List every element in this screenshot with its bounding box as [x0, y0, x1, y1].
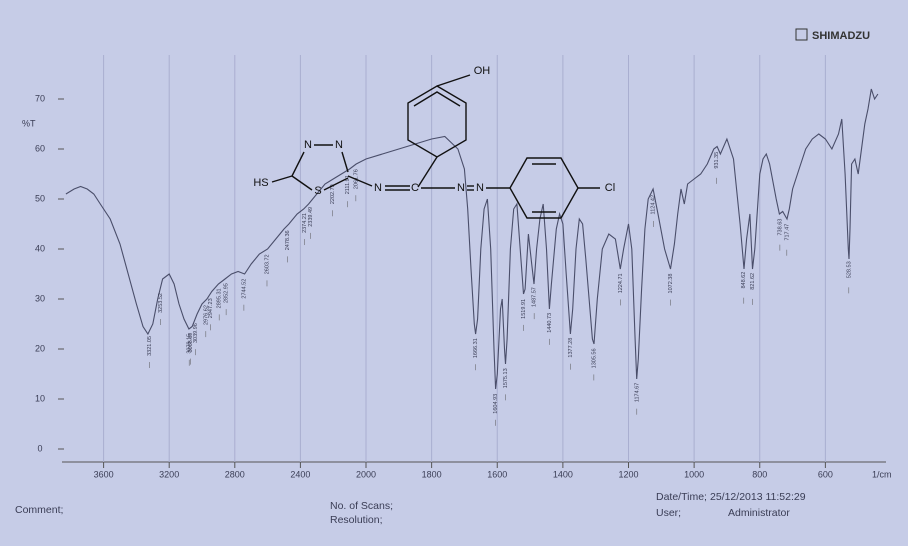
atom: OH [474, 65, 491, 77]
x-tick-label: 1800 [422, 469, 442, 479]
user-label: User; [656, 507, 681, 519]
peak-label: 2202.79 [330, 184, 336, 204]
peak-label: 1305.56 [591, 348, 597, 368]
atom: N [304, 139, 312, 151]
brand: SHIMADZU [812, 30, 870, 42]
x-tick-label: 600 [818, 469, 833, 479]
peak-label: 3039.96 [193, 323, 199, 343]
peak-label: 2339.49 [308, 207, 314, 227]
atom: N [476, 182, 484, 194]
peak-label: 1666.31 [473, 338, 479, 358]
peak-label: 1072.38 [668, 274, 674, 294]
paper [0, 0, 908, 546]
peak-label: 1440.73 [547, 313, 553, 333]
atom: Cl [605, 182, 615, 194]
spectrum-page: SHIMADZU %T 1/cm 3600 3200 2800 2400 2000 180… [0, 0, 908, 546]
y-tick-label: 10 [35, 393, 45, 403]
peak-label: 2603.72 [264, 254, 270, 274]
peak-label: 1377.28 [568, 338, 574, 358]
atom: S [314, 185, 321, 197]
x-tick-label: 800 [752, 469, 767, 479]
x-tick-label: 1200 [618, 469, 638, 479]
resolution-label: Resolution; [330, 514, 383, 526]
peak-label: 1519.91 [521, 299, 527, 319]
x-tick-label: 1400 [553, 469, 573, 479]
peak-label: 2852.95 [224, 283, 230, 303]
y-tick-label: 30 [35, 293, 45, 303]
peak-label: 1487.57 [532, 287, 538, 307]
x-tick-label: 1600 [487, 469, 507, 479]
peak-label: 821.62 [750, 273, 756, 290]
y-axis-label: %T [22, 118, 36, 128]
atom: C [411, 182, 419, 194]
y-tick-label: 70 [35, 93, 45, 103]
user: Administrator [728, 507, 790, 519]
x-tick-label: 2800 [225, 469, 245, 479]
peak-label: 2744.52 [241, 279, 247, 299]
peak-label: 1604.93 [493, 394, 499, 414]
x-tick-label: 2400 [290, 469, 310, 479]
atom: N [335, 139, 343, 151]
y-tick-label: 0 [37, 443, 42, 453]
peak-label: 931.35 [714, 152, 720, 169]
peak-label: 2895.31 [217, 288, 223, 308]
datetime: 25/12/2013 11:52:29 [710, 491, 806, 503]
x-tick-label: 2000 [356, 469, 376, 479]
x-axis-label: 1/cm [872, 469, 892, 479]
peak-label: 1575.13 [503, 368, 509, 388]
peak-label: 717.47 [784, 224, 790, 241]
scans-label: No. of Scans; [330, 500, 393, 512]
peak-label: 1174.67 [634, 383, 640, 402]
x-tick-label: 3200 [159, 469, 179, 479]
peak-label: 2478.36 [285, 230, 291, 250]
peak-label: 738.63 [777, 219, 783, 236]
datetime-label: Date/Time; [656, 491, 707, 503]
peak-label: 848.62 [741, 272, 747, 289]
x-tick-label: 3600 [94, 469, 114, 479]
peak-label: 528.53 [846, 261, 852, 278]
atom: N [457, 182, 465, 194]
y-tick-label: 40 [35, 243, 45, 253]
y-tick-label: 60 [35, 143, 45, 153]
comment-label: Comment; [15, 504, 63, 516]
atom: HS [253, 177, 268, 189]
peak-label: 3253.52 [158, 293, 164, 313]
peak-label: 3321.05 [147, 336, 153, 356]
atom: N [374, 182, 382, 194]
peak-label: 1124.42 [651, 195, 657, 214]
x-tick-label: 1000 [684, 469, 704, 479]
peak-label: 2111.91 [345, 175, 351, 194]
y-tick-label: 50 [35, 193, 45, 203]
peak-label: 1224.71 [618, 273, 624, 293]
y-tick-label: 20 [35, 343, 45, 353]
peak-label: 2947.23 [208, 298, 214, 318]
